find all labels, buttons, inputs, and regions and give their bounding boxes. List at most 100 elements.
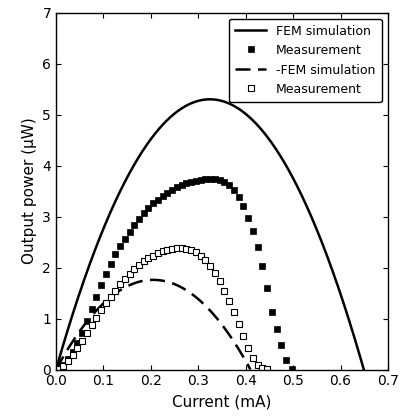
Measurement — [270, 310, 274, 315]
Measurement — [179, 246, 184, 251]
Measurement — [246, 346, 250, 351]
Measurement — [222, 179, 227, 184]
FEM simulation — [221, 99, 226, 104]
Measurement — [290, 367, 294, 372]
Measurement — [146, 256, 151, 261]
Measurement — [184, 181, 189, 186]
Measurement — [61, 363, 66, 368]
FEM simulation — [306, 209, 311, 214]
Measurement — [94, 295, 99, 300]
Measurement — [203, 177, 208, 182]
Measurement — [198, 253, 203, 258]
Measurement — [174, 184, 179, 189]
Measurement — [284, 358, 288, 363]
Measurement — [165, 190, 170, 195]
Measurement — [236, 195, 241, 200]
Measurement — [75, 346, 80, 351]
Measurement — [212, 270, 217, 276]
Line: Measurement: Measurement — [55, 176, 296, 373]
Measurement — [89, 307, 94, 312]
Measurement — [170, 187, 175, 192]
Measurement — [217, 279, 222, 284]
Measurement — [165, 247, 170, 252]
Measurement — [70, 349, 75, 354]
Measurement — [103, 301, 108, 306]
Measurement — [80, 338, 84, 343]
Measurement — [160, 249, 165, 254]
Measurement — [208, 264, 212, 269]
Measurement — [113, 252, 118, 257]
Measurement — [99, 283, 104, 288]
-FEM simulation — [244, 360, 248, 365]
Measurement — [66, 358, 70, 363]
Measurement — [246, 215, 250, 220]
Measurement — [151, 253, 156, 258]
Measurement — [232, 188, 236, 193]
Measurement — [127, 271, 132, 276]
Measurement — [122, 276, 127, 281]
Measurement — [118, 282, 122, 287]
-FEM simulation — [170, 281, 174, 286]
Measurement — [227, 298, 232, 303]
Measurement — [232, 310, 236, 315]
Measurement — [227, 182, 232, 187]
Measurement — [208, 176, 212, 181]
Measurement — [236, 321, 241, 326]
Measurement — [132, 223, 137, 228]
Measurement — [212, 176, 217, 181]
Measurement — [241, 204, 246, 209]
Measurement — [84, 319, 89, 324]
Measurement — [122, 236, 127, 241]
FEM simulation — [202, 97, 206, 102]
Measurement — [137, 217, 142, 222]
Measurement — [151, 201, 156, 206]
Measurement — [274, 326, 279, 331]
Measurement — [160, 194, 165, 199]
Measurement — [203, 258, 208, 263]
Measurement — [70, 353, 75, 358]
Measurement — [194, 250, 198, 255]
Measurement — [66, 357, 70, 362]
Measurement — [118, 244, 122, 249]
Measurement — [241, 334, 246, 339]
Measurement — [189, 179, 194, 184]
Measurement — [194, 178, 198, 184]
Measurement — [255, 362, 260, 367]
-FEM simulation — [213, 315, 218, 320]
Measurement — [217, 177, 222, 182]
Measurement — [141, 210, 146, 215]
Line: FEM simulation: FEM simulation — [56, 99, 364, 370]
Line: -FEM simulation: -FEM simulation — [56, 280, 250, 370]
Measurement — [170, 246, 175, 251]
Measurement — [113, 288, 118, 293]
Measurement — [265, 367, 270, 372]
-FEM simulation — [54, 367, 58, 372]
-FEM simulation — [159, 278, 164, 283]
-FEM simulation — [248, 367, 253, 372]
FEM simulation — [238, 107, 242, 112]
Measurement — [265, 286, 270, 291]
Measurement — [250, 228, 255, 234]
FEM simulation — [362, 367, 366, 372]
Y-axis label: Output power (μW): Output power (μW) — [22, 118, 37, 265]
Measurement — [56, 366, 61, 371]
Measurement — [141, 259, 146, 264]
Measurement — [108, 294, 113, 299]
Measurement — [137, 262, 142, 268]
Measurement — [84, 331, 89, 336]
Measurement — [189, 247, 194, 252]
Measurement — [260, 264, 265, 269]
Measurement — [89, 323, 94, 328]
Measurement — [156, 251, 160, 256]
FEM simulation — [355, 344, 360, 349]
Measurement — [80, 331, 84, 336]
-FEM simulation — [146, 278, 151, 283]
Measurement — [255, 245, 260, 250]
Measurement — [198, 177, 203, 182]
Line: Measurement: Measurement — [55, 245, 270, 373]
Measurement — [75, 341, 80, 346]
Legend: FEM simulation, Measurement, -FEM simulation, Measurement: FEM simulation, Measurement, -FEM simula… — [229, 19, 382, 102]
FEM simulation — [54, 367, 58, 372]
Measurement — [174, 246, 179, 251]
FEM simulation — [207, 97, 212, 102]
